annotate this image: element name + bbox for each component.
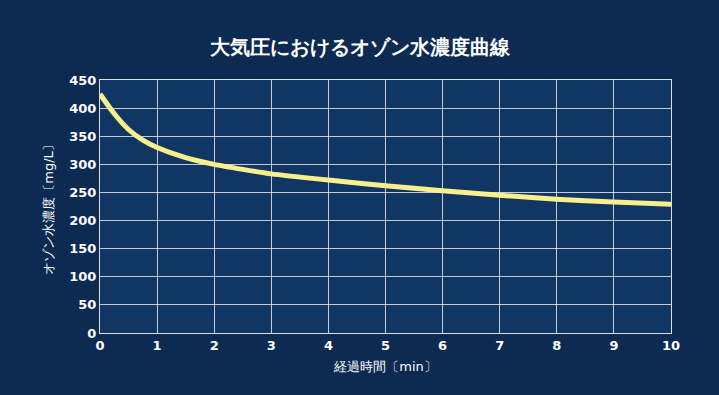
svg-text:10: 10 <box>662 338 680 353</box>
svg-text:0: 0 <box>87 326 96 341</box>
svg-text:450: 450 <box>69 73 96 88</box>
svg-text:1: 1 <box>153 338 162 353</box>
svg-text:8: 8 <box>552 338 561 353</box>
svg-text:5: 5 <box>381 338 390 353</box>
svg-text:大気圧におけるオゾン水濃度曲線: 大気圧におけるオゾン水濃度曲線 <box>210 35 511 59</box>
svg-text:250: 250 <box>69 185 96 200</box>
svg-text:100: 100 <box>69 269 96 284</box>
svg-text:オゾン水濃度〔mg/L〕: オゾン水濃度〔mg/L〕 <box>41 138 56 275</box>
svg-text:350: 350 <box>69 129 96 144</box>
svg-text:9: 9 <box>609 338 618 353</box>
svg-text:50: 50 <box>78 297 96 312</box>
svg-text:3: 3 <box>267 338 276 353</box>
svg-text:4: 4 <box>324 338 333 353</box>
svg-text:経過時間〔min〕: 経過時間〔min〕 <box>333 359 437 374</box>
svg-text:150: 150 <box>69 241 96 256</box>
svg-text:7: 7 <box>495 338 504 353</box>
svg-text:200: 200 <box>69 213 96 228</box>
svg-text:0: 0 <box>95 338 104 353</box>
svg-text:300: 300 <box>69 157 96 172</box>
svg-text:2: 2 <box>210 338 219 353</box>
svg-text:6: 6 <box>438 338 447 353</box>
svg-text:400: 400 <box>69 101 96 116</box>
